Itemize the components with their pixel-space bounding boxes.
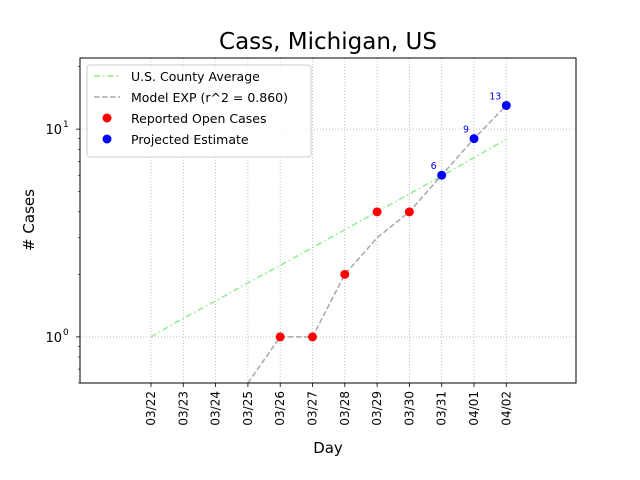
x-axis-label: Day (313, 439, 343, 457)
legend-swatch (102, 113, 112, 123)
x-tick-label: 03/28 (338, 391, 352, 426)
data-label: 13 (489, 91, 501, 102)
axis-ticks: 03/22 03/23 03/24 03/25 03/26 03/27 03/28 03/29… (45, 66, 513, 426)
projected-estimate-point (437, 170, 447, 180)
x-tick-label: 03/27 (306, 391, 320, 426)
legend-label: Reported Open Cases (131, 111, 267, 126)
x-tick-label: 03/29 (370, 391, 384, 426)
reported-case-point (404, 207, 414, 217)
y-axis-label: # Cases (20, 189, 38, 251)
model-exp-line (247, 104, 507, 383)
series-layer: 6 9 13 (150, 91, 511, 383)
legend-label: Projected Estimate (131, 132, 249, 147)
reported-case-point (372, 207, 382, 217)
data-label: 6 (431, 161, 437, 172)
x-tick-label: 04/02 (499, 391, 513, 426)
county-average-line (150, 138, 507, 338)
y-tick-label: 10 (45, 123, 62, 138)
legend-box (86, 64, 312, 158)
projected-estimate-point (469, 134, 479, 144)
legend-label: Model EXP (r^2 = 0.860) (131, 90, 288, 105)
y-tick-label: 10 (45, 331, 62, 346)
x-tick-label: 03/25 (241, 391, 255, 426)
plot-area (79, 57, 577, 384)
data-label: 9 (463, 125, 469, 136)
y-tick-exponent: 0 (63, 328, 69, 338)
x-tick-label: 03/23 (176, 391, 190, 426)
projected-estimate-point (501, 100, 511, 110)
x-tick-label: 03/31 (435, 391, 449, 426)
x-tick-label: 04/01 (467, 391, 481, 426)
reported-case-point (308, 332, 317, 342)
y-tick-exponent: 1 (63, 120, 69, 130)
reported-case-point (275, 332, 285, 342)
legend: U.S. County Average Model EXP (r^2 = 0.86… (86, 64, 312, 158)
chart-title: Cass, Michigan, US (219, 29, 437, 55)
x-tick-label: 03/26 (273, 391, 287, 426)
x-tick-label: 03/30 (402, 391, 416, 426)
reported-case-point (340, 269, 350, 279)
x-tick-label: 03/24 (209, 391, 223, 426)
legend-label: U.S. County Average (131, 69, 260, 84)
x-tick-label: 03/22 (144, 391, 158, 426)
legend-swatch (102, 134, 112, 144)
